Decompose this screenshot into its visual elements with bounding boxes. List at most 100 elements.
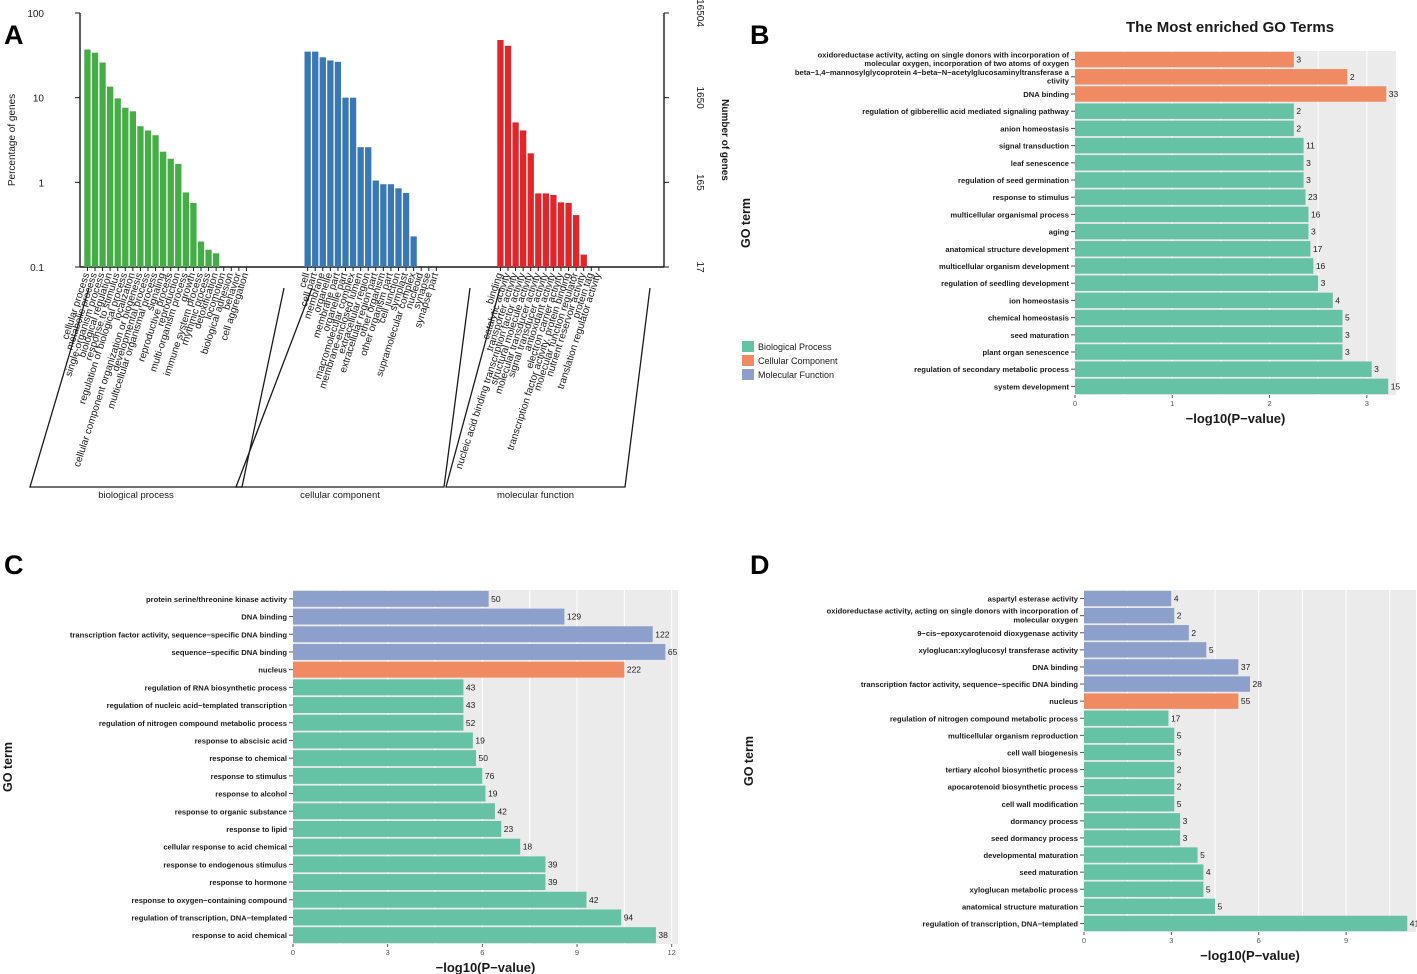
go-term-label: system development [994, 382, 1070, 391]
go-term-label: response to acid chemical [192, 931, 287, 940]
bar-bio [1084, 744, 1175, 761]
legend-label: Biological Process [758, 342, 832, 352]
bar-a [573, 215, 580, 267]
gene-count-label: 17 [1171, 713, 1181, 723]
bar-a [319, 57, 326, 267]
gene-count-label: 2 [1191, 628, 1196, 638]
panel-label-b: B [750, 20, 770, 50]
bar-a [167, 158, 174, 267]
bar-a [312, 51, 319, 268]
go-term-label: oxidoreductase activity, acting on singl… [827, 607, 1079, 616]
plot-background [1084, 590, 1416, 932]
x-tick-label: 3 [1169, 936, 1173, 945]
gene-count-label: 3 [1345, 347, 1350, 357]
bar-bio [293, 838, 521, 855]
bar-a [212, 253, 220, 267]
y2-tick-label: 16504 [694, 0, 705, 27]
gene-count-label: 5 [1177, 730, 1182, 740]
y-axis-title: GO term [739, 198, 753, 248]
go-term-label: tertiary alcohol biosynthetic process [945, 766, 1078, 775]
gene-count-label: 76 [485, 771, 495, 781]
gene-count-label: 2 [1177, 611, 1182, 621]
bar-a [91, 52, 99, 267]
legend-swatch [742, 341, 754, 352]
y2-tick-label: 165 [694, 174, 705, 191]
gene-count-label: 50 [479, 753, 489, 763]
x-tick-label: 3 [386, 948, 390, 957]
bar-a [129, 111, 137, 267]
gene-count-label: 5 [1218, 901, 1223, 911]
y2-tick-label: 1650 [694, 87, 705, 110]
bar-bio [1075, 137, 1304, 154]
x-axis-title: −log10(P−value) [1200, 948, 1300, 963]
gene-count-label: 18 [523, 842, 533, 852]
bar-mol [1084, 659, 1239, 675]
bar-a [342, 97, 349, 268]
x-tick-label: 9 [575, 948, 579, 957]
gene-count-label: 37 [1241, 662, 1251, 672]
bar-cell [1075, 69, 1348, 85]
panel-c-enriched-go-terms: C 0 3 6 9 12 50 protein serine/threonine kinase… [1, 550, 678, 974]
bar-a [535, 193, 542, 267]
panel-label-c: C [4, 550, 24, 580]
go-term-label: seed dormancy process [991, 834, 1078, 843]
y-axis-title: GO term [1, 742, 15, 792]
y-tick-label: 1 [38, 178, 44, 189]
bar-a [122, 107, 129, 267]
go-term-label: leaf senescence [1011, 159, 1069, 168]
bar-bio [1075, 309, 1343, 326]
bar-a [334, 61, 342, 267]
bar-bio [1084, 761, 1175, 778]
gene-count-label: 65 [668, 647, 678, 657]
x-tick-label: 0 [1082, 936, 1086, 945]
gene-count-label: 38 [658, 930, 668, 940]
go-term-label: xyloglucan metabolic process [970, 885, 1078, 894]
gene-count-label: 43 [466, 700, 476, 710]
x-tick-label: 12 [668, 948, 676, 957]
bar-bio [293, 714, 464, 731]
gene-count-label: 11 [1306, 141, 1315, 151]
bar-bio [1075, 327, 1343, 343]
bar-a [107, 86, 114, 267]
bar-a [387, 184, 395, 267]
bar-bio [1075, 206, 1309, 223]
legend-label: Molecular Function [758, 370, 834, 380]
go-term-label: oxidoreductase activity, acting on singl… [818, 51, 1070, 60]
bar-a [542, 193, 550, 267]
bar-bio [1075, 241, 1311, 257]
gene-count-label: 3 [1374, 364, 1379, 374]
go-term-label: cell wall biogenesis [1007, 748, 1078, 757]
bar-bio [1084, 727, 1175, 744]
go-term-label: response to organic substance [175, 807, 287, 816]
go-term-label: response to abscisic acid [195, 736, 288, 745]
bar-bio [293, 856, 546, 873]
go-term-label: regulation of nitrogen compound metaboli… [99, 719, 287, 728]
bar-a [504, 45, 512, 267]
legend-swatch [742, 369, 754, 380]
y-tick-label: 100 [27, 9, 44, 20]
bar-a [402, 192, 410, 267]
go-term-label: molecular oxygen, incorporation of two a… [864, 59, 1069, 68]
bar-bio [293, 767, 483, 784]
gene-count-label: 23 [1308, 192, 1318, 202]
gene-count-label: 5 [1177, 747, 1182, 757]
bar-a [380, 184, 387, 267]
bar-a [557, 202, 565, 267]
go-term-label: protein serine/threonine kinase activity [146, 595, 288, 604]
y2-axis-title: Number of genes [719, 99, 730, 181]
panel-label-d: D [750, 550, 770, 580]
go-term-label: regulation of transcription, DNA−templat… [132, 913, 288, 922]
legend-swatch [742, 355, 754, 366]
go-term-label: seed maturation [1010, 331, 1069, 340]
gene-count-label: 122 [655, 629, 669, 639]
go-term-label: response to chemical [209, 754, 287, 763]
gene-count-label: 39 [548, 859, 558, 869]
bar-bio [293, 750, 477, 767]
go-term-label: signal transduction [999, 142, 1069, 151]
gene-count-label: 50 [491, 594, 501, 604]
y2-tick-label: 17 [694, 261, 705, 273]
gene-count-label: 23 [504, 824, 514, 834]
gene-count-label: 129 [567, 612, 581, 622]
bar-a [349, 97, 357, 268]
bar-bio [1084, 710, 1169, 726]
